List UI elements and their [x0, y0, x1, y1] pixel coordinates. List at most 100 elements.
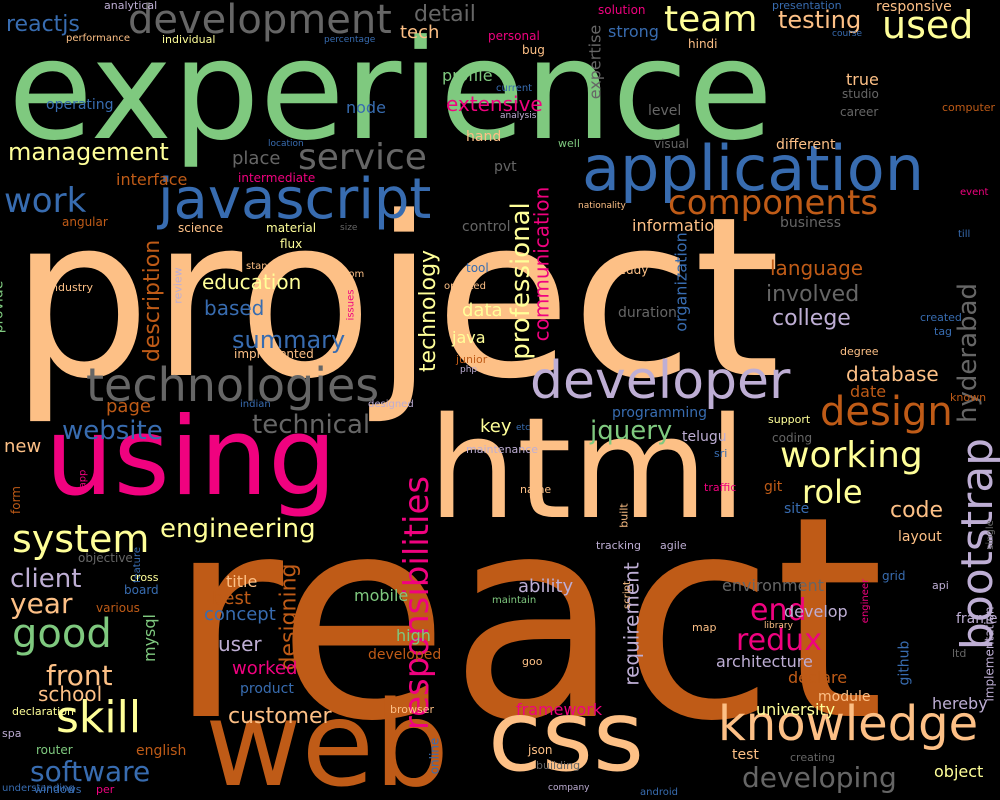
word: different	[776, 137, 836, 153]
word: standards	[246, 261, 296, 272]
word: traffic	[704, 481, 737, 494]
word: year	[10, 587, 73, 620]
word: router	[36, 743, 73, 757]
word: date	[850, 382, 887, 401]
word: node	[346, 98, 386, 117]
word: true	[846, 70, 879, 89]
word: skill	[56, 692, 142, 743]
word: flux	[280, 237, 303, 251]
word: work	[4, 181, 87, 221]
word: description	[140, 239, 166, 363]
word: technology	[416, 249, 442, 373]
word: web	[205, 675, 450, 800]
word: worked	[232, 658, 298, 679]
word: developer	[530, 351, 791, 411]
word: components	[668, 183, 879, 223]
word: team	[664, 0, 758, 40]
word: best	[212, 588, 251, 609]
word: reddy	[614, 263, 649, 277]
word: english	[136, 743, 187, 759]
word: javascript	[158, 167, 432, 232]
word: spa	[2, 727, 22, 740]
word: tracking	[596, 539, 642, 552]
word: engineering	[160, 514, 316, 544]
word: percentage	[324, 35, 376, 45]
word: developing	[742, 761, 897, 794]
word: maintain	[492, 595, 537, 606]
word: built	[617, 503, 631, 528]
word: experience	[8, 10, 773, 171]
word: online	[427, 737, 442, 775]
word: material	[266, 221, 317, 235]
word: grid	[882, 569, 906, 583]
word: working	[780, 435, 923, 476]
word: maintenance	[466, 443, 539, 456]
word: mobile	[354, 586, 409, 605]
word: developed	[368, 647, 442, 663]
word: app	[77, 469, 89, 489]
word: intermediate	[238, 171, 316, 185]
word: implemented	[234, 347, 314, 361]
word: location	[268, 139, 304, 149]
word: service	[298, 137, 427, 178]
word: product	[240, 681, 294, 697]
word: visual	[654, 137, 689, 151]
word: develop	[784, 602, 848, 621]
word: duration	[618, 305, 677, 321]
word: php	[460, 365, 478, 375]
word: etc	[516, 423, 531, 433]
word: coding	[772, 431, 813, 445]
word: expertise	[585, 24, 605, 100]
word: pvt	[494, 159, 517, 175]
word: detail	[414, 2, 476, 27]
word: key	[480, 416, 512, 437]
word: react	[168, 457, 885, 783]
word: software	[30, 755, 151, 788]
word: profile	[442, 66, 493, 85]
word: dom	[342, 269, 365, 280]
word: json	[528, 743, 553, 757]
word: degree	[840, 345, 879, 358]
word: goo	[522, 655, 543, 668]
word: involved	[766, 282, 860, 307]
word: board	[124, 583, 159, 597]
word: extensive	[446, 92, 543, 116]
word: architecture	[716, 652, 813, 671]
word: university	[756, 700, 836, 719]
word: high	[396, 626, 431, 645]
word: object	[934, 762, 984, 781]
word: test	[732, 747, 759, 763]
word: telugu	[682, 429, 727, 445]
word: name	[520, 483, 552, 496]
word: review	[171, 267, 185, 304]
word: design	[820, 389, 953, 435]
word: technical	[252, 410, 371, 440]
word: understanding	[2, 783, 75, 794]
word: library	[764, 621, 793, 631]
word: ability	[518, 576, 574, 597]
word: ltd	[952, 647, 967, 660]
word: issues	[345, 289, 357, 321]
word: programming	[612, 405, 708, 421]
word: layout	[898, 529, 942, 545]
word: mysql	[140, 614, 159, 662]
word: level	[648, 103, 682, 119]
word: responsible	[760, 0, 766, 1]
word: frame	[956, 611, 998, 627]
word: using	[45, 395, 337, 520]
word: user	[218, 632, 262, 656]
word: hereby	[932, 694, 988, 713]
word: computer	[942, 101, 996, 114]
word: interface	[116, 170, 188, 189]
word: tech	[400, 22, 440, 43]
word: well	[558, 137, 580, 150]
word: github	[896, 640, 913, 686]
word: browser	[390, 703, 435, 716]
word: concept	[204, 604, 276, 625]
word: used	[882, 3, 974, 47]
word: creating	[790, 751, 836, 764]
word: provide	[0, 280, 7, 334]
word: company	[548, 783, 590, 793]
word: development	[128, 0, 392, 43]
